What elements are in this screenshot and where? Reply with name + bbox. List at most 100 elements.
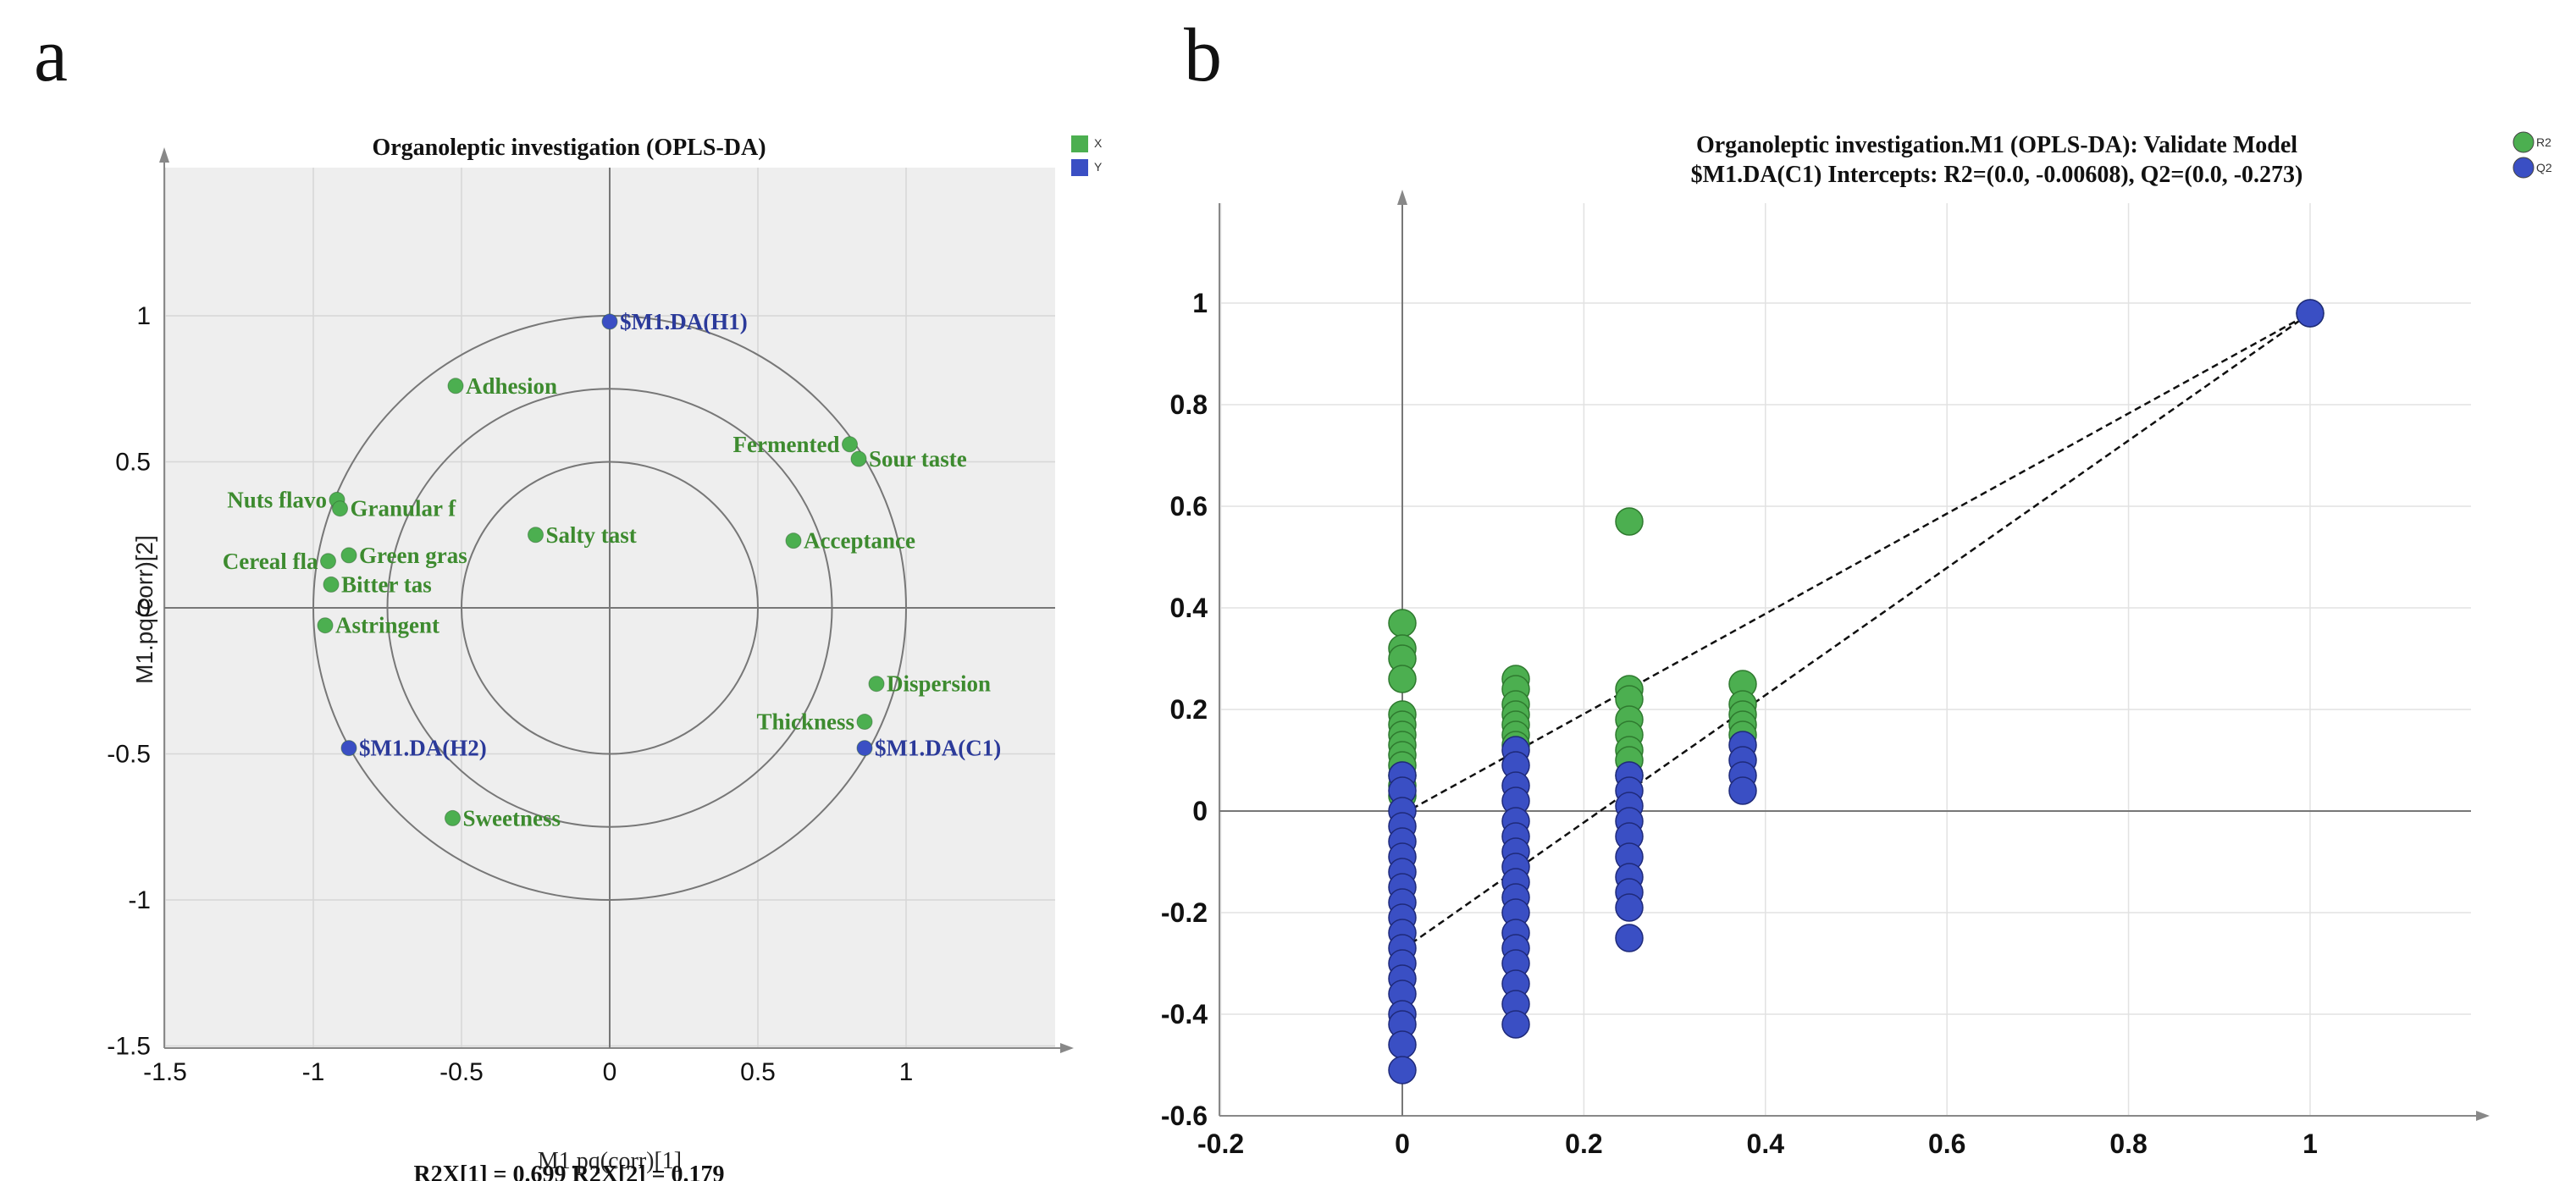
panel-a-r2x-footer: R2X[1] = 0.699 R2X[2] = 0.179 <box>413 1162 724 1181</box>
panel-a-point-green-gras <box>340 547 357 564</box>
panel-a-y-axis-label: M1.pq(corr)[2] <box>131 535 158 684</box>
panel-a-legend-label-x: X <box>1094 136 1103 150</box>
panel-a-label-sweetness: Sweetness <box>463 805 561 831</box>
panel-a-point-astringent <box>317 617 334 634</box>
panel-b-xtick-0: 0 <box>1395 1129 1410 1159</box>
panel-b-ytick-0-2: 0.2 <box>1170 694 1208 725</box>
panel-b-xtick-0-4: 0.4 <box>1747 1129 1785 1159</box>
panel-a-legend-swatch-y <box>1071 159 1088 176</box>
panel-a-point-thickness <box>856 714 873 731</box>
panel-a-xtick-1-5: -1.5 <box>143 1058 187 1086</box>
panel-a-label-thickness: Thickness <box>756 709 854 735</box>
panel-b-xtick-0-6: 0.6 <box>1928 1129 1965 1159</box>
panel-b-subtitle: $M1.DA(C1) Intercepts: R2=(0.0, -0.00608… <box>1691 162 2303 188</box>
panel-a-point-fermented <box>842 436 858 453</box>
panel-a-legend-swatch-x <box>1071 135 1088 152</box>
panel-b-point-r2-20 <box>1615 507 1644 536</box>
panel-a-point-m1-da-c1 <box>856 740 873 757</box>
panel-b-legend-label-q2: Q2 <box>2536 161 2552 174</box>
panel-a-point-sour-taste <box>850 450 867 467</box>
panel-b-ytick-0-8: 0.8 <box>1170 389 1208 420</box>
panel-a-label-adhesion: Adhesion <box>466 373 557 399</box>
panel-a-label-salty-tast: Salty tast <box>546 522 637 548</box>
panel-a-title: Organoleptic investigation (OPLS-DA) <box>372 135 766 161</box>
panel-a-point-adhesion <box>447 378 464 395</box>
panel-a-label-granular-f: Granular f <box>351 496 457 522</box>
panel-b-point-r2-0 <box>1388 609 1417 637</box>
panel-a-xtick-0-5: -0.5 <box>439 1058 484 1086</box>
panel-a-label-m1-da-h1: $M1.DA(H1) <box>620 309 748 334</box>
panel-a-label-fermented: Fermented <box>733 432 840 457</box>
panel-b-xtick-0-2: 0.2 <box>1565 1129 1602 1159</box>
panel-a-point-granular-f <box>332 500 348 517</box>
panel-a-ytick-0-5: -0.5 <box>107 741 151 769</box>
panel-b-ytick-0-6: 0.6 <box>1170 491 1208 522</box>
panel-a-xtick-1: 1 <box>899 1058 914 1086</box>
panel-letter-b: b <box>1184 14 1222 97</box>
panel-a-label-green-gras: Green gras <box>359 543 467 568</box>
panel-b-point-q2-35 <box>1501 1010 1530 1039</box>
panel-a-point-sweetness <box>445 809 461 826</box>
panel-a-xtick-0: 0 <box>603 1058 617 1086</box>
panel-a-point-cereal-fla <box>320 553 336 570</box>
panel-a-tick-labels: -1.5 -1 -0.5 0 0.5 1 -1.5 -1 -0.5 0 0.5 1 <box>107 302 913 1086</box>
panel-b-ytick-0-2: -0.2 <box>1161 897 1208 928</box>
panel-b-ytick-0-6: -0.6 <box>1161 1101 1208 1131</box>
panel-b-point-r2-3 <box>1388 665 1417 693</box>
panel-a-label-cereal-fla: Cereal fla <box>223 549 318 574</box>
panel-a-legend: XY <box>1071 135 1103 176</box>
panel-b-ytick-0-4: -0.4 <box>1161 999 1208 1029</box>
panel-a-point-bitter-tas <box>323 576 340 593</box>
panel-b-ytick-0: 0 <box>1192 796 1208 826</box>
panel-letter-a: a <box>34 14 68 97</box>
panel-a-axes <box>159 147 1074 1053</box>
panel-b-regression-line-r2 <box>1401 312 2311 815</box>
panel-b-legend-marker-r2 <box>2512 131 2535 153</box>
panel-a-label-nuts-flavo: Nuts flavo <box>227 487 327 512</box>
panel-a-label-sour-taste: Sour taste <box>869 446 967 472</box>
panel-b-regression-line-q2 <box>1401 312 2311 951</box>
panel-a-ytick-0-5: 0.5 <box>115 449 151 477</box>
panel-b-point-q2-18 <box>1388 1056 1417 1084</box>
panel-a-points: $M1.DA(H1) Adhesion Fermented Sour taste Nut… <box>223 309 1001 831</box>
panel-a-label-m1-da-c1: $M1.DA(C1) <box>875 736 1001 761</box>
panel-b-legend-label-r2: R2 <box>2536 135 2551 149</box>
panel-b-legend-marker-q2 <box>2512 157 2535 179</box>
panel-a-ytick-1: 1 <box>136 302 151 330</box>
panel-b-regression-lines <box>1401 312 2311 951</box>
panel-b-ytick-1: 1 <box>1192 288 1208 318</box>
panel-a-legend-label-y: Y <box>1094 160 1103 174</box>
panel-b-point-q2-49 <box>1728 776 1757 805</box>
panel-a-ytick-0: 0 <box>136 594 151 622</box>
panel-b-x-axis-arrow <box>2476 1111 2490 1121</box>
panel-a-point-m1-da-h2 <box>340 740 357 757</box>
panel-b-validation-plot: Organoleptic investigation.M1 (OPLS-DA):… <box>1161 131 2552 1159</box>
panel-b-title: Organoleptic investigation.M1 (OPLS-DA):… <box>1696 132 2297 158</box>
panel-b-legend: R2 Q2 <box>2512 131 2552 179</box>
panel-a-label-acceptance: Acceptance <box>804 528 915 554</box>
panel-a-xtick-1: -1 <box>302 1058 325 1086</box>
panel-a-point-acceptance <box>785 533 802 549</box>
panel-b-point-q2-50 <box>2296 299 2324 328</box>
panel-a-label-dispersion: Dispersion <box>887 671 991 697</box>
panel-a-ytick-1-5: -1.5 <box>107 1033 151 1061</box>
panel-b-point-q2-44 <box>1615 893 1644 922</box>
panel-b-ytick-0-4: 0.4 <box>1170 593 1208 623</box>
panel-b-points <box>1388 299 2324 1084</box>
panel-b-xtick-0-8: 0.8 <box>2109 1129 2147 1159</box>
panel-b-point-q2-45 <box>1615 924 1644 952</box>
panel-a-y-axis-arrow <box>159 147 169 163</box>
panel-a-label-m1-da-h2: $M1.DA(H2) <box>359 736 487 761</box>
panel-b-point-q2-17 <box>1388 1030 1417 1059</box>
panel-a-loadings-plot: Organoleptic investigation (OPLS-DA) M1.… <box>107 135 1103 1181</box>
panel-a-label-bitter-tas: Bitter tas <box>341 571 432 597</box>
panel-a-label-astringent: Astringent <box>335 613 439 638</box>
panel-a-point-m1-da-h1 <box>601 313 618 330</box>
panel-a-point-dispersion <box>868 676 885 693</box>
panel-a-x-axis-label: M1.pq(corr)[1] <box>538 1148 682 1174</box>
panel-a-ytick-1: -1 <box>128 886 151 914</box>
panel-a-point-salty-tast <box>528 527 544 544</box>
panel-b-y-axis-arrow <box>1397 190 1407 205</box>
panel-b-tick-labels: -0.2 0 0.2 0.4 0.6 0.8 1 -0.6 -0.4 -0.2 0 0.2 0.4 0.6… <box>1161 288 2318 1159</box>
